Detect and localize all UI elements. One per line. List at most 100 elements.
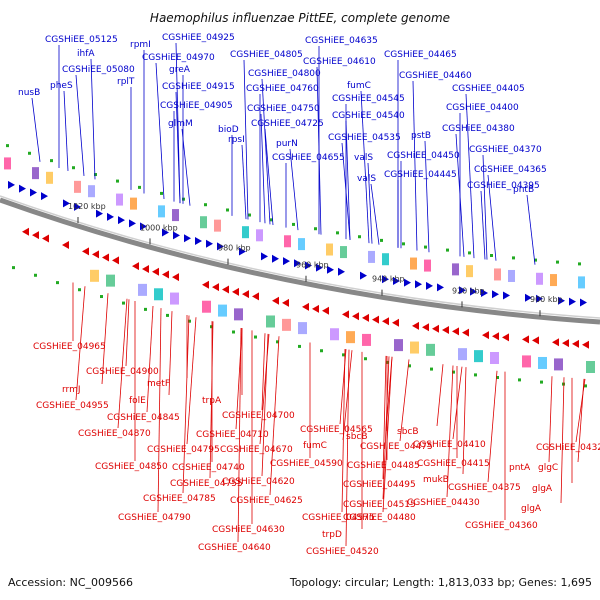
kbp-tick-label: 960 kbp [296,261,329,270]
bottom-leader-line [382,356,393,513]
feature-block-lower [266,315,275,328]
reverse-gene-arrow [372,315,379,324]
reverse-gene-arrow [142,264,149,273]
top-gene-label: CGSHiEE_04400 [446,103,519,113]
bottom-leader-line [341,348,346,513]
marker-dash-upper [490,253,493,257]
forward-gene-arrow [327,265,334,274]
bottom-gene-label: sbcB [346,432,368,442]
top-gene-label: CGSHiEE_04365 [474,165,547,175]
feature-block-lower [298,322,307,335]
top-gene-label: CGSHiEE_04460 [399,71,472,81]
forward-gene-arrow [261,252,268,261]
bottom-leader-line [261,333,269,477]
feature-block-lower [282,318,291,331]
marker-dash-upper [116,179,119,183]
bottom-leader-line [209,321,214,479]
bottom-leader-line [125,299,130,367]
marker-dash-upper [512,256,515,260]
feature-block-upper [508,269,515,282]
marker-dash-upper [72,166,75,170]
bottom-gene-label: CGSHiEE_04850 [95,462,168,472]
marker-dash-lower [518,378,521,382]
bottom-gene-label: glgA [521,504,542,514]
topology-text: Topology: circular; Length: 1,813,033 bp… [289,576,592,589]
reverse-gene-arrow [282,298,289,307]
reverse-gene-arrow [422,323,429,332]
reverse-gene-arrow [102,253,109,262]
marker-dash-upper [204,203,207,207]
reverse-gene-arrow [42,234,49,243]
marker-dash-upper [556,260,559,264]
forward-gene-arrow [41,192,48,201]
feature-block-lower [106,274,115,287]
top-leader-line [412,80,418,251]
marker-dash-upper [6,144,9,148]
feature-block-upper [32,167,39,180]
bottom-leader-line [382,355,387,480]
marker-dash-upper [138,185,141,189]
bottom-gene-label: mukB [423,475,449,485]
reverse-gene-arrow [82,247,89,256]
genome-backbone-highlight [0,195,600,319]
marker-dash-lower [386,360,389,364]
top-gene-label: greA [169,65,191,75]
bottom-leader-line [382,356,390,500]
top-leader-line [289,148,299,231]
bottom-gene-label: CGSHiEE_04670 [220,445,293,455]
forward-gene-arrow [206,239,213,248]
bottom-leader-line [157,308,162,513]
feature-block-lower [554,358,563,371]
reverse-gene-arrow [502,333,509,342]
top-gene-label: CGSHiEE_04905 [160,101,233,111]
marker-dash-upper [50,159,53,163]
feature-block-upper [466,265,473,278]
forward-gene-arrow [239,247,246,256]
feature-block-lower [426,343,435,356]
forward-gene-arrow [217,242,224,251]
top-leader-line [261,78,271,225]
forward-gene-arrow [195,236,202,245]
reverse-gene-arrow [242,290,249,299]
reverse-gene-arrow [312,304,319,313]
bottom-gene-label: CGSHiEE_04740 [172,463,245,473]
marker-dash-lower [430,367,433,371]
top-leader-line [526,194,536,265]
marker-dash-lower [34,273,37,277]
marker-dash-upper [358,235,361,239]
reverse-gene-arrow [342,310,349,319]
forward-gene-arrow [481,288,488,297]
top-leader-line [455,133,465,257]
marker-dash-upper [534,258,537,262]
bottom-gene-label: CGSHiEE_04755 [170,479,243,489]
bottom-gene-label: CGSHiEE_04430 [407,498,480,508]
forward-gene-arrow [459,286,466,295]
forward-gene-arrow [129,219,136,228]
feature-block-upper [340,246,347,259]
feature-block-lower [218,304,227,317]
marker-dash-upper [270,218,273,222]
feature-block-upper [424,259,431,272]
feature-block-upper [326,243,333,256]
top-gene-label: CGSHiEE_04535 [328,133,401,143]
top-leader-line [465,93,475,259]
bottom-gene-label: CGSHiEE_04965 [33,342,106,352]
feature-block-upper [578,276,585,289]
top-gene-label: CGSHiEE_04635 [305,36,378,46]
top-gene-label: pntB [513,185,534,195]
top-leader-line [243,59,249,220]
bottom-leader-line [487,370,498,483]
feature-block-lower [170,292,179,305]
reverse-gene-arrow [412,321,419,330]
label-layer: CGSHiEE_05125 ihfA CGSHiEE_05080 rplT pheS nu… [18,33,600,557]
bottom-leader-line [117,298,128,429]
marker-dash-lower [584,384,587,388]
reverse-gene-arrow [22,227,29,236]
reverse-gene-arrow [202,280,209,289]
bottom-gene-label: CGSHiEE_04900 [86,367,159,377]
bottom-gene-label: trpD [322,530,342,540]
reverse-gene-arrow [92,250,99,259]
marker-dash-lower [232,330,235,334]
top-gene-label: valS [354,153,373,163]
